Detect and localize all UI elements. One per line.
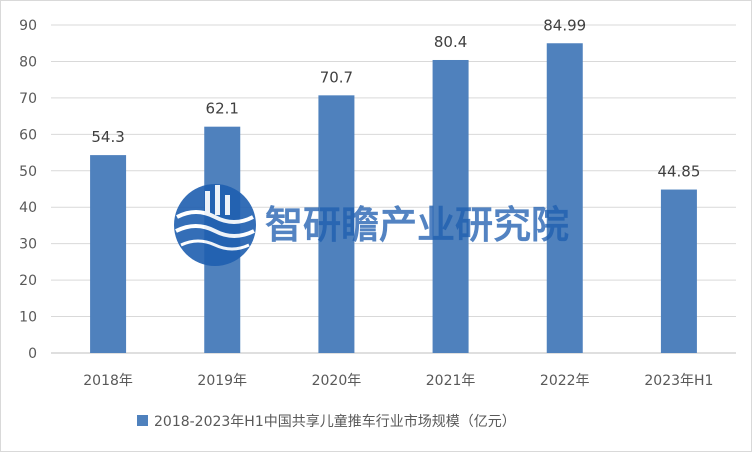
legend: 2018-2023年H1中国共享儿童推车行业市场规模（亿元） — [137, 413, 516, 430]
data-labels: 54.3 62.1 70.7 80.4 84.99 44.85 — [91, 16, 700, 180]
x-tick-label: 2018年 — [83, 373, 133, 389]
data-label: 84.99 — [543, 16, 586, 34]
bar — [318, 95, 355, 354]
bar — [660, 189, 697, 353]
x-tick-label: 2022年 — [540, 373, 590, 389]
data-label: 80.4 — [434, 33, 467, 51]
legend-label: 2018-2023年H1中国共享儿童推车行业市场规模（亿元） — [154, 413, 516, 430]
data-label: 44.85 — [657, 163, 700, 181]
watermark-text: 智研瞻产业研究院 — [265, 203, 569, 247]
data-label: 70.7 — [320, 68, 353, 86]
bar — [432, 59, 469, 354]
y-tick-label: 50 — [19, 164, 37, 180]
watermark: 智研瞻产业研究院 — [174, 184, 569, 266]
y-tick-label: 80 — [19, 54, 37, 70]
globe-waves-logo-icon — [174, 184, 256, 266]
x-tick-label: 2020年 — [312, 373, 362, 389]
bar — [90, 155, 127, 353]
gridlines — [51, 24, 736, 354]
y-tick-label: 60 — [19, 127, 37, 143]
bars — [90, 43, 697, 354]
y-tick-label: 40 — [19, 200, 37, 216]
x-axis-ticks: 2018年 2019年 2020年 2021年 2022年 2023年H1 — [83, 373, 713, 389]
y-tick-label: 20 — [19, 273, 37, 289]
x-tick-label: 2021年 — [426, 373, 476, 389]
bar — [546, 43, 583, 353]
y-tick-label: 30 — [19, 237, 37, 253]
y-tick-label: 10 — [19, 310, 37, 326]
x-tick-label: 2019年 — [197, 373, 247, 389]
y-tick-label: 70 — [19, 91, 37, 107]
y-tick-label: 0 — [28, 346, 37, 362]
x-tick-label: 2023年H1 — [644, 373, 713, 389]
data-label: 54.3 — [91, 128, 124, 146]
data-label: 62.1 — [206, 100, 239, 118]
y-axis-ticks: 0 10 20 30 40 50 60 70 80 90 — [19, 18, 37, 362]
legend-swatch — [137, 415, 148, 426]
y-tick-label: 90 — [19, 18, 37, 34]
